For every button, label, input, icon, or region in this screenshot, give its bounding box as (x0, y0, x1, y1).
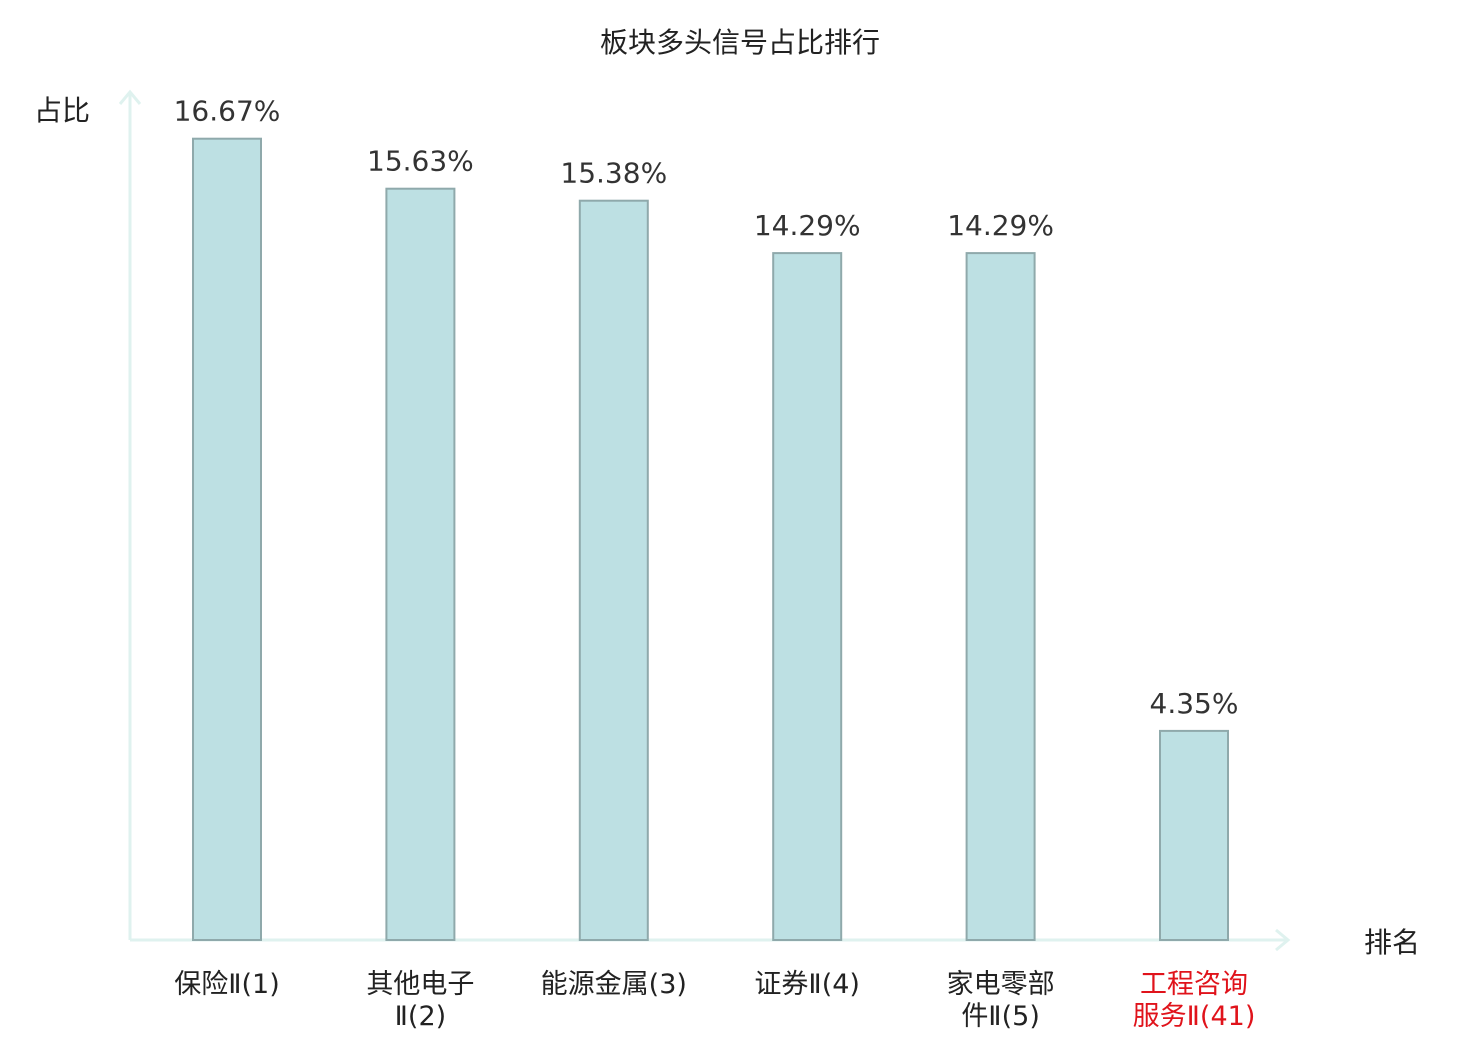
value-labels-group: 16.67% 15.63% 15.38% 14.29% 14.29% 4.35% (174, 95, 1239, 720)
axes (118, 89, 1291, 952)
bar-2 (385, 187, 456, 941)
value-label-5: 14.29% (947, 209, 1054, 242)
category-label-2-line-1: 其他电子 (366, 969, 474, 1000)
chart-title: 板块多头信号占比排行 (600, 26, 880, 59)
bar-6 (1159, 729, 1229, 942)
value-label-1: 16.67% (174, 95, 281, 128)
bar-3 (578, 199, 649, 941)
category-label-5-line-1: 家电零部 (947, 969, 1055, 1000)
x-axis-label: 排名 (1364, 926, 1420, 959)
bar-4 (772, 252, 843, 942)
category-label-6-line-1: 工程咨询 (1140, 969, 1248, 1000)
y-axis-label: 占比 (34, 94, 90, 127)
value-label-3: 15.38% (560, 157, 667, 190)
category-label-6-line-2: 服务Ⅱ(41) (1133, 1001, 1256, 1032)
category-label-4: 证券Ⅱ(4) (754, 969, 860, 1000)
bar-5 (965, 252, 1036, 942)
value-label-2: 15.63% (367, 145, 474, 178)
category-label-1: 保险Ⅱ(1) (174, 969, 280, 1000)
bar-1 (192, 137, 262, 941)
value-label-4: 14.29% (754, 209, 861, 242)
category-label-5-line-2: 件Ⅱ(5) (961, 1001, 1040, 1032)
category-label-3: 能源金属(3) (541, 969, 687, 1000)
y-axis-arrow (118, 89, 142, 105)
category-label-2-line-2: Ⅱ(2) (395, 1001, 447, 1032)
x-axis-arrow (1275, 928, 1291, 952)
value-label-6: 4.35% (1150, 687, 1239, 720)
bars-group (192, 137, 1229, 942)
